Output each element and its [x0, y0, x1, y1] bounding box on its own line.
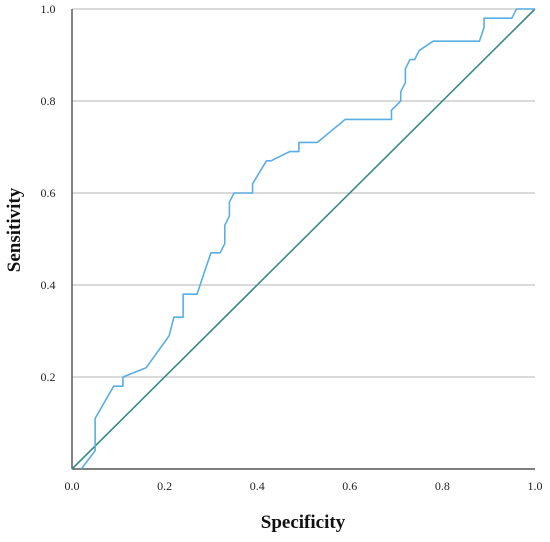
x-tick-label-0.0: 0.0	[65, 479, 80, 493]
tick-labels: 0.0 0.2 0.4 0.6 0.8 1.0 0.2 0.4 0.6 0.8 1.0	[41, 2, 543, 493]
series-layer	[71, 8, 536, 470]
y-tick-label-0.6: 0.6	[41, 186, 56, 200]
roc-curve	[80, 8, 535, 470]
x-tick-label-0.6: 0.6	[342, 479, 357, 493]
grid-lines	[72, 8, 535, 378]
y-tick-label-1.0: 1.0	[41, 2, 56, 16]
x-tick-label-0.2: 0.2	[157, 479, 172, 493]
y-axis-title: Sensitivity	[4, 187, 25, 272]
y-tick-label-0.8: 0.8	[41, 94, 56, 108]
x-axis-title: Specificity	[261, 512, 346, 533]
x-tick-label-1.0: 1.0	[528, 479, 543, 493]
y-tick-label-0.4: 0.4	[41, 278, 56, 292]
reference-line	[71, 8, 536, 470]
y-tick-label-0.2: 0.2	[41, 370, 56, 384]
x-tick-label-0.4: 0.4	[250, 479, 265, 493]
axes	[71, 9, 535, 470]
x-tick-label-0.8: 0.8	[435, 479, 450, 493]
